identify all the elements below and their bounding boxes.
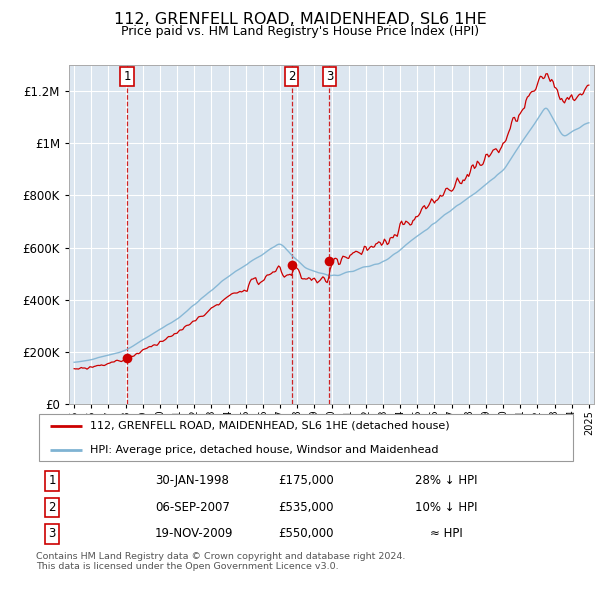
Text: Contains HM Land Registry data © Crown copyright and database right 2024.
This d: Contains HM Land Registry data © Crown c…: [36, 552, 406, 571]
Text: 3: 3: [326, 70, 333, 83]
Text: HPI: Average price, detached house, Windsor and Maidenhead: HPI: Average price, detached house, Wind…: [90, 445, 439, 455]
Text: 1: 1: [123, 70, 131, 83]
Text: £175,000: £175,000: [278, 474, 334, 487]
Text: 2: 2: [49, 501, 56, 514]
Text: 1: 1: [49, 474, 56, 487]
Text: £550,000: £550,000: [278, 527, 334, 540]
Text: 10% ↓ HPI: 10% ↓ HPI: [415, 501, 478, 514]
Text: 3: 3: [49, 527, 56, 540]
Text: 30-JAN-1998: 30-JAN-1998: [155, 474, 229, 487]
Text: £535,000: £535,000: [278, 501, 334, 514]
Text: 112, GRENFELL ROAD, MAIDENHEAD, SL6 1HE: 112, GRENFELL ROAD, MAIDENHEAD, SL6 1HE: [113, 12, 487, 27]
FancyBboxPatch shape: [39, 414, 574, 461]
Text: 06-SEP-2007: 06-SEP-2007: [155, 501, 230, 514]
Text: 19-NOV-2009: 19-NOV-2009: [155, 527, 233, 540]
Text: 28% ↓ HPI: 28% ↓ HPI: [415, 474, 478, 487]
Text: Price paid vs. HM Land Registry's House Price Index (HPI): Price paid vs. HM Land Registry's House …: [121, 25, 479, 38]
Text: 2: 2: [288, 70, 295, 83]
Text: ≈ HPI: ≈ HPI: [430, 527, 463, 540]
Text: 112, GRENFELL ROAD, MAIDENHEAD, SL6 1HE (detached house): 112, GRENFELL ROAD, MAIDENHEAD, SL6 1HE …: [90, 421, 449, 431]
